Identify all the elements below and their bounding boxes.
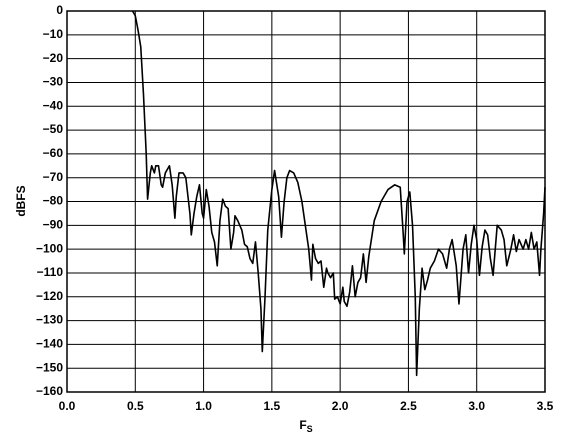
- y-tick-label: 0: [56, 3, 63, 17]
- x-tick-label: 0.0: [59, 399, 76, 413]
- x-tick-label: 1.5: [264, 399, 281, 413]
- x-tick-label: 3.5: [537, 399, 554, 413]
- x-axis-label-sub: S: [307, 424, 313, 434]
- y-tick-label: −160: [36, 384, 63, 398]
- response-line: [131, 10, 546, 377]
- y-tick-label: −150: [36, 360, 63, 374]
- y-tick-label: −120: [36, 289, 63, 303]
- y-tick-label: −60: [43, 146, 64, 160]
- x-tick-label: 1.0: [195, 399, 212, 413]
- y-tick-label: −40: [43, 98, 64, 112]
- x-tick-label: 2.5: [400, 399, 417, 413]
- x-tick-label: 3.0: [468, 399, 485, 413]
- y-tick-label: −100: [36, 241, 63, 255]
- y-tick-label: −90: [43, 217, 64, 231]
- y-tick-label: −110: [37, 265, 64, 279]
- x-axis-label-main: F: [299, 418, 306, 432]
- y-tick-label: −70: [43, 170, 64, 184]
- x-tick-label: 0.5: [127, 399, 144, 413]
- y-tick-label: −80: [43, 194, 64, 208]
- y-tick-label: −20: [43, 51, 64, 65]
- y-tick-label: −140: [36, 337, 63, 351]
- y-axis-label: dBFS: [14, 185, 28, 216]
- y-tick-label: −130: [36, 313, 63, 327]
- x-tick-label: 2.0: [332, 399, 349, 413]
- x-axis-label: FS: [299, 418, 312, 434]
- y-tick-label: −10: [43, 27, 64, 41]
- y-tick-label: −30: [43, 75, 64, 89]
- y-tick-label: −50: [43, 122, 64, 136]
